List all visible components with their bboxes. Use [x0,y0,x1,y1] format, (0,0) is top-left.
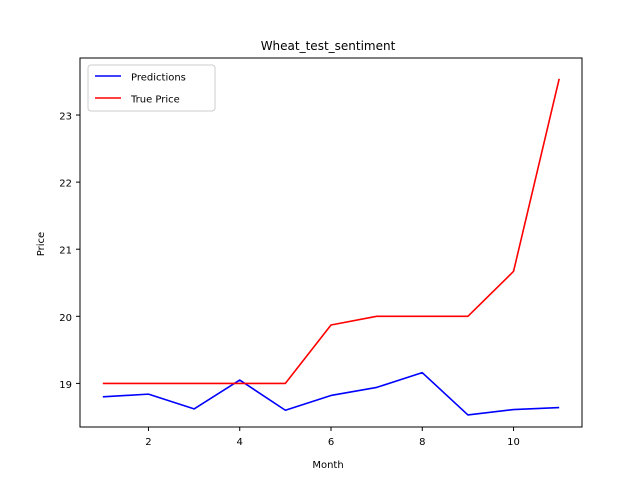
legend-label-0: Predictions [131,73,186,84]
y-axis: 19 20 21 22 23 [59,112,80,391]
legend-label-1: True Price [130,95,180,106]
y-axis-label: Price [36,232,47,256]
legend: Predictions True Price [87,64,216,112]
plot-frame [79,57,583,428]
x-tick-label-2: 6 [328,437,334,448]
y-tick-label-0: 19 [59,380,72,391]
y-tick-label-2: 21 [59,246,72,257]
x-tick-label-0: 2 [145,437,151,448]
y-tick-label-3: 22 [59,179,72,190]
series-line-0 [102,371,560,416]
x-tick-label-1: 4 [237,437,243,448]
x-tick-label-3: 8 [419,437,425,448]
series-line-1 [102,78,560,385]
x-tick-label-4: 10 [507,437,520,448]
x-axis-label: Month [312,460,343,471]
y-tick-label-4: 23 [59,112,72,123]
chart-title: Wheat_test_sentiment [261,39,396,53]
x-axis: 2 4 6 8 10 [145,427,520,448]
y-tick-label-1: 20 [59,313,72,324]
plot-area [102,78,560,416]
